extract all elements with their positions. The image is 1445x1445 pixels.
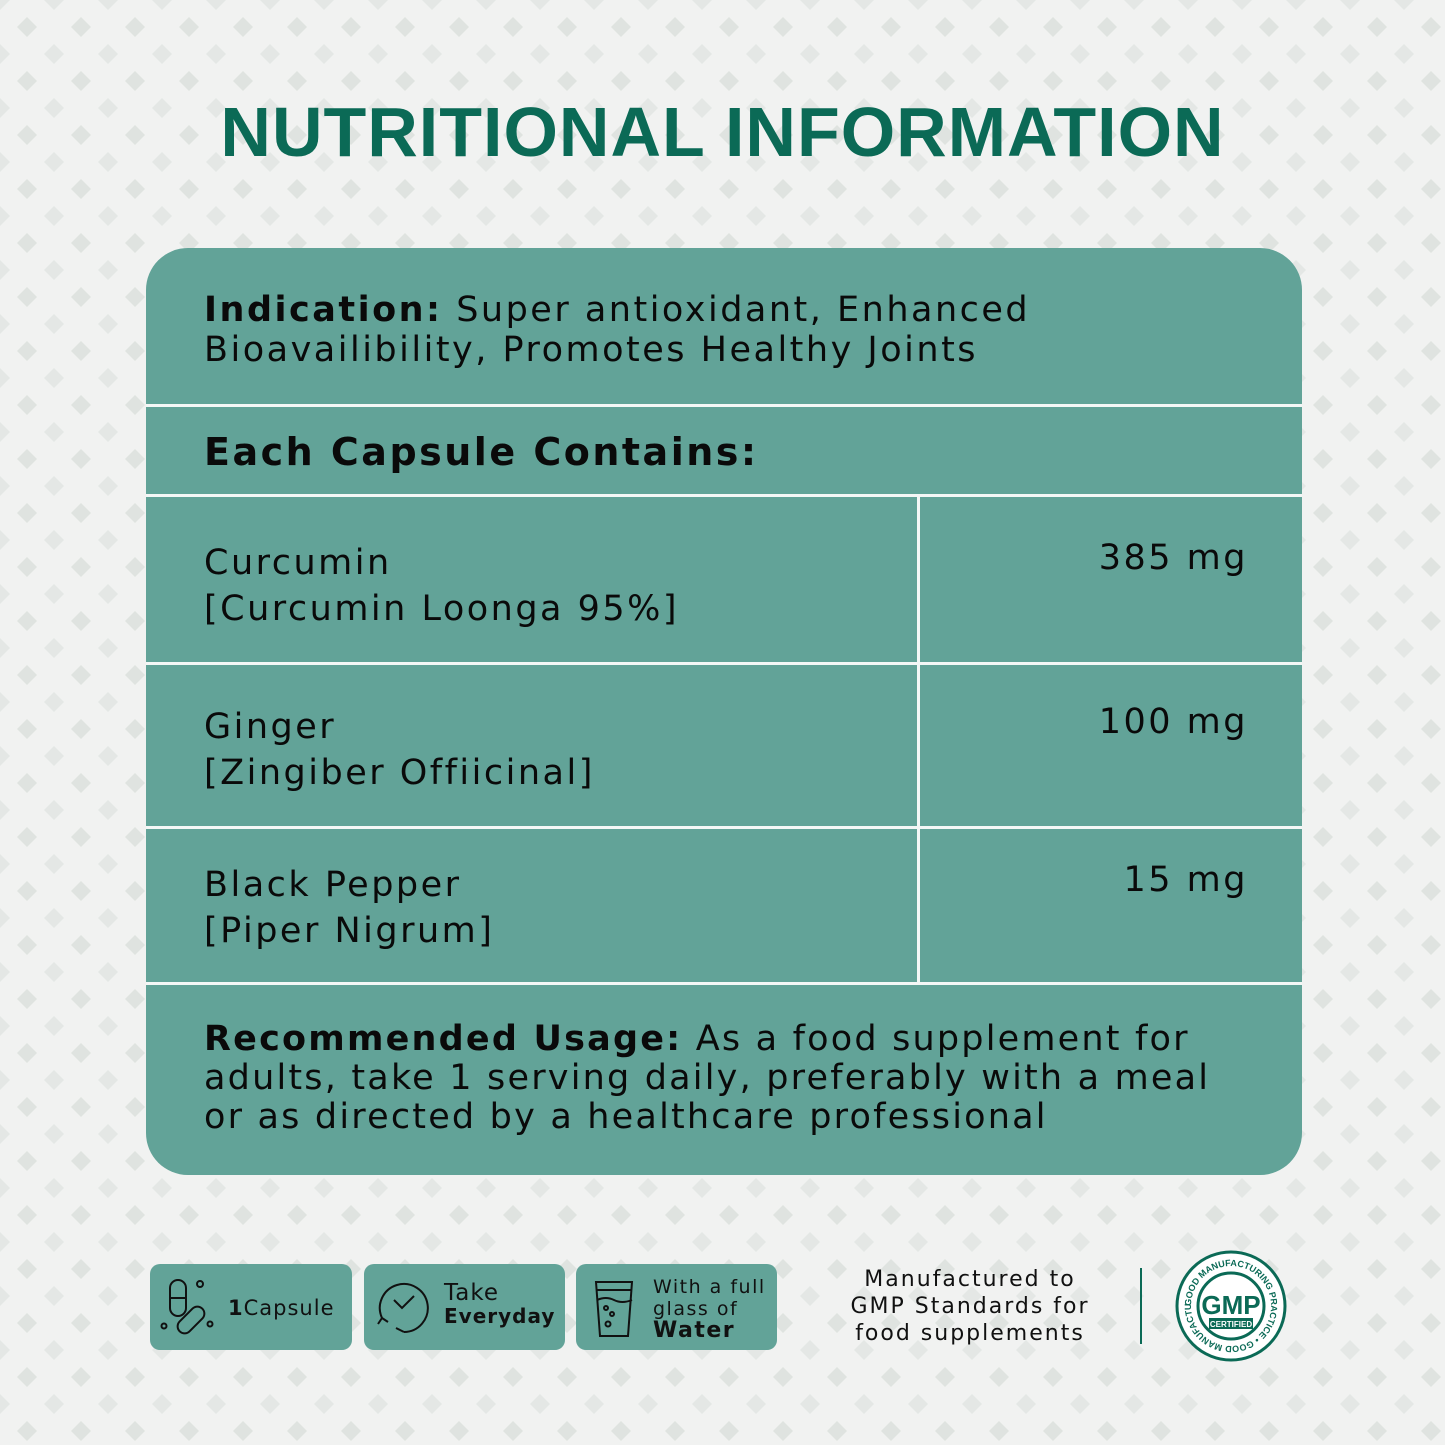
ingredient-amount: 15 mg: [1123, 860, 1248, 900]
clock-icon: [377, 1283, 429, 1333]
ingredient-name: Curcumin: [204, 543, 392, 583]
badge-text: Take: [444, 1280, 499, 1306]
ingredient-row: Black Pepper [Piper Nigrum]: [204, 862, 494, 954]
separator: [1140, 1268, 1142, 1344]
ingredient-row: Curcumin [Curcumin Loonga 95%]: [204, 540, 679, 632]
badge-bold: Water: [653, 1318, 736, 1343]
divider: [146, 826, 1302, 829]
svg-text:GMP: GMP: [1201, 1290, 1260, 1320]
usage-text: adults, take 1 serving daily, preferably…: [204, 1058, 1211, 1098]
column-divider: [917, 495, 920, 983]
ingredient-detail: [Curcumin Loonga 95%]: [204, 589, 680, 629]
badge-everyday: Take Everyday: [364, 1264, 565, 1350]
badge-text: Capsule: [243, 1296, 335, 1320]
badge-bold: 1: [228, 1296, 244, 1320]
gmp-statement: Manufactured to GMP Standards for food s…: [820, 1266, 1120, 1347]
badge-water: With a full glass of Water: [576, 1264, 777, 1350]
ingredient-row: Ginger [Zingiber Offiicinal]: [204, 704, 595, 796]
capsule-header: Each Capsule Contains:: [204, 430, 759, 474]
indication-label: Indication:: [204, 290, 443, 330]
usage-section: Recommended Usage: As a food supplement …: [204, 1020, 1210, 1137]
divider: [146, 404, 1302, 407]
divider: [146, 494, 1302, 497]
gmp-line: GMP Standards for: [850, 1294, 1090, 1319]
ingredient-name: Black Pepper: [204, 865, 462, 905]
page-title: NUTRITIONAL INFORMATION: [220, 93, 1225, 171]
badge-text: With a full: [653, 1276, 766, 1298]
ingredient-amount: 385 mg: [1098, 538, 1248, 578]
badge-label: With a full glass of Water: [653, 1276, 766, 1342]
badge-capsule: 1Capsule: [150, 1264, 352, 1350]
divider: [146, 982, 1302, 985]
indication-text-line1: Super antioxidant, Enhanced: [456, 290, 1031, 330]
badge-label: 1Capsule: [228, 1296, 335, 1320]
nutrition-panel: Indication: Super antioxidant, Enhanced …: [146, 248, 1302, 1175]
ingredient-amount: 100 mg: [1098, 702, 1248, 742]
indication-section: Indication: Super antioxidant, Enhanced …: [204, 290, 1030, 370]
svg-text:CERTIFIED: CERTIFIED: [1210, 1320, 1252, 1329]
capsule-icon: [160, 1279, 214, 1335]
ingredient-detail: [Zingiber Offiicinal]: [204, 753, 595, 793]
usage-text: As a food supplement for: [695, 1019, 1190, 1059]
badge-label: Take Everyday: [444, 1282, 555, 1328]
gmp-certified-seal: GOOD MANUFACTURING PRACTICE • GOOD MANUF…: [1175, 1250, 1287, 1362]
usage-text: or as directed by a healthcare professio…: [204, 1097, 1048, 1137]
usage-label: Recommended Usage:: [204, 1019, 683, 1059]
badge-text: glass of: [653, 1298, 739, 1320]
gmp-line: food supplements: [855, 1321, 1085, 1346]
gmp-line: Manufactured to: [864, 1267, 1076, 1292]
water-glass-icon: [594, 1281, 634, 1337]
indication-text-line2: Bioavailibility, Promotes Healthy Joints: [204, 330, 979, 370]
divider: [146, 662, 1302, 665]
ingredient-detail: [Piper Nigrum]: [204, 911, 495, 951]
ingredient-name: Ginger: [204, 707, 337, 747]
badge-bold: Everyday: [444, 1304, 556, 1328]
